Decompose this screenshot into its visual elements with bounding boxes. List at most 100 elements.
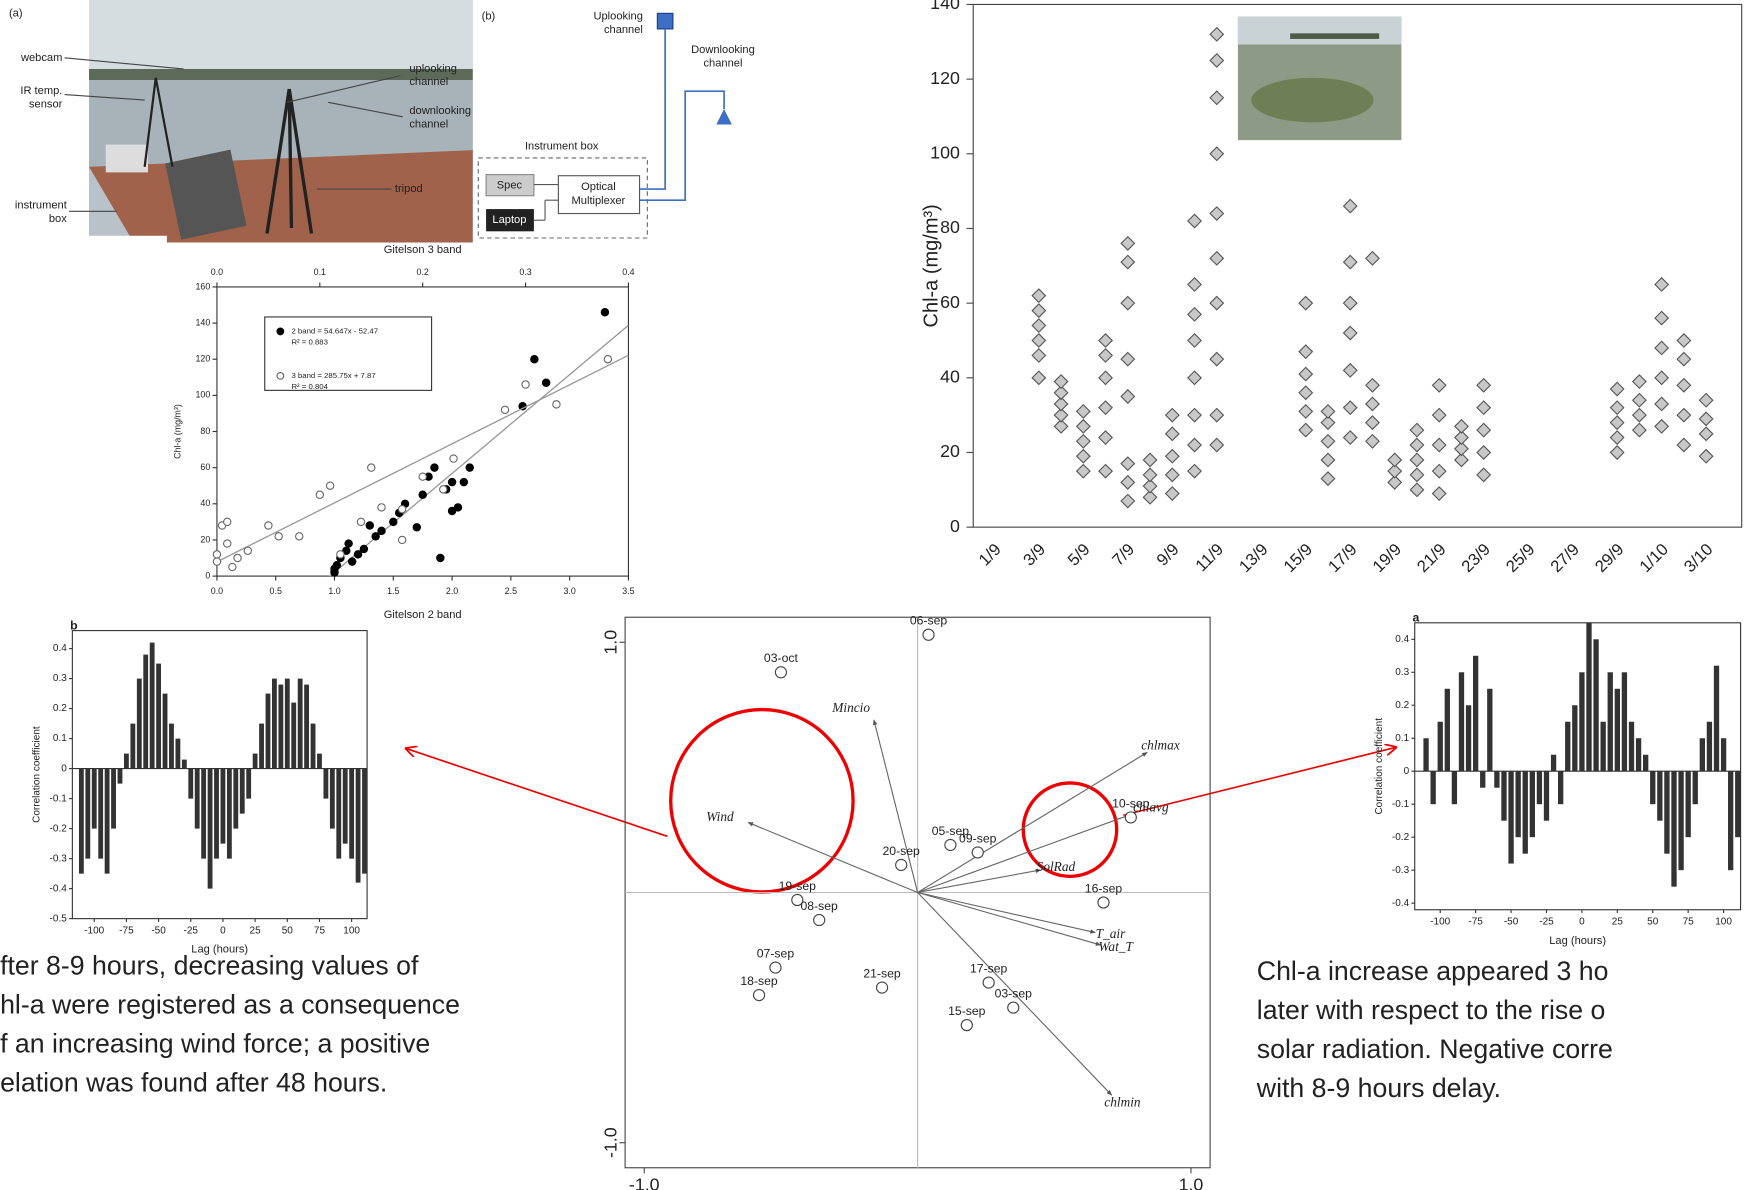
y-tick-label: 0.3 <box>1395 667 1409 678</box>
x2-tick-label: 0.3 <box>519 267 531 277</box>
scatter-point <box>447 506 457 516</box>
x-tick-label: 100 <box>343 926 360 937</box>
x2-tick-label: 0.2 <box>417 267 429 277</box>
data-diamond <box>1342 430 1358 446</box>
bar <box>194 768 200 829</box>
data-diamond <box>1365 377 1380 393</box>
bar <box>1614 688 1620 772</box>
y-axis-label: Correlation coefficient <box>1374 718 1385 815</box>
bar <box>1635 738 1642 772</box>
y-tick-label: -0.5 <box>50 913 68 924</box>
caption: solar radiation. Negative corre <box>1257 1034 1613 1064</box>
bar <box>252 753 258 769</box>
vector-label: Wind <box>706 809 734 824</box>
data-diamond <box>1609 400 1625 416</box>
data-diamond <box>1209 146 1225 162</box>
score-point <box>752 988 766 1002</box>
x-tick-label: 7/9 <box>1108 540 1138 570</box>
bar <box>278 684 284 769</box>
scatter-point <box>552 400 561 409</box>
scatter-point <box>418 472 427 481</box>
bar <box>1465 705 1472 772</box>
data-diamond <box>1120 295 1136 311</box>
vector-label: chlmax <box>1141 738 1180 753</box>
x-tick-label: 27/9 <box>1547 540 1583 576</box>
score-label: 16-sep <box>1085 881 1123 895</box>
x-tick-label: 3/9 <box>1019 540 1049 570</box>
data-diamond <box>1164 407 1180 423</box>
bar <box>323 768 329 799</box>
x-tick-label: 2.5 <box>505 586 517 596</box>
score-point <box>971 846 984 859</box>
legend-box <box>264 316 433 391</box>
x-axis-label: Lag (hours) <box>191 944 248 956</box>
plot-frame <box>71 630 368 920</box>
caption: fter 8-9 hours, decreasing values of <box>0 951 419 981</box>
data-diamond <box>1365 396 1380 412</box>
data-diamond <box>1120 351 1136 367</box>
bar <box>1536 771 1543 805</box>
score-point <box>791 893 804 907</box>
bar <box>1621 672 1628 772</box>
data-diamond <box>1409 467 1425 483</box>
data-diamond <box>1053 374 1069 390</box>
vector-label: T_air <box>1096 926 1126 941</box>
highlights <box>406 707 1396 894</box>
data-diamond <box>1476 400 1492 416</box>
data-diamond <box>1187 407 1202 423</box>
data-diamond <box>1431 437 1447 453</box>
x-axis-label: Lag (hours) <box>1549 935 1606 947</box>
x-tick-label: 1/9 <box>975 540 1005 570</box>
data-diamond <box>1142 478 1158 494</box>
y-tick-label: 0.1 <box>1395 733 1409 744</box>
bar <box>201 768 207 859</box>
bar <box>1678 771 1684 871</box>
bar <box>1650 771 1656 805</box>
data-diamond <box>1676 377 1692 393</box>
photo-callout: channel <box>409 118 448 130</box>
bar <box>1458 672 1465 772</box>
data-diamond <box>1631 374 1647 390</box>
scatter-point <box>465 463 474 472</box>
score-point <box>769 961 782 974</box>
bar <box>162 693 168 769</box>
scatter-point <box>447 477 457 487</box>
photo-callout: downlooking <box>409 105 471 117</box>
bar <box>1628 721 1635 772</box>
score-point <box>1007 1001 1020 1014</box>
data-diamond <box>1075 463 1091 479</box>
bar <box>1713 665 1720 772</box>
bar <box>304 684 310 769</box>
scatter-point <box>453 503 463 512</box>
data-diamond <box>1120 474 1136 490</box>
scatter-point <box>371 532 380 541</box>
x-tick-label: 0 <box>1579 917 1585 928</box>
x-tick-label: -50 <box>1504 917 1519 928</box>
bar <box>1664 771 1670 854</box>
data-diamond <box>1387 474 1403 490</box>
data-diamond <box>1320 415 1336 431</box>
scatter-point <box>377 503 386 512</box>
fit-line <box>216 354 629 563</box>
photo-label: (a) <box>9 7 23 19</box>
cross-correlation-chart: -0.4 -0.3 -0.2 -0.1 0 0.1 0.2 0.3 0.4 -100 -75 -50 -… <box>1374 611 1742 947</box>
y-tick-label: -0.1 <box>50 793 68 804</box>
field-photo <box>89 0 473 245</box>
photo-callout: uplooking <box>409 63 457 75</box>
bar <box>1430 771 1436 805</box>
data-diamond <box>1365 250 1380 266</box>
instrument-diagram <box>477 12 732 239</box>
bar <box>226 768 232 859</box>
data-diamond <box>1609 430 1625 446</box>
data-diamond <box>1298 403 1314 419</box>
data-diamond <box>1298 422 1314 438</box>
y-tick-label: -0.3 <box>50 853 68 864</box>
x-tick-label: 1/10 <box>1636 540 1672 576</box>
scatter-point <box>223 517 232 527</box>
bar <box>85 768 91 859</box>
score-label: 18-sep <box>740 974 778 988</box>
data-diamond <box>1187 370 1202 386</box>
x-tick-label: 1.0 <box>328 586 340 596</box>
